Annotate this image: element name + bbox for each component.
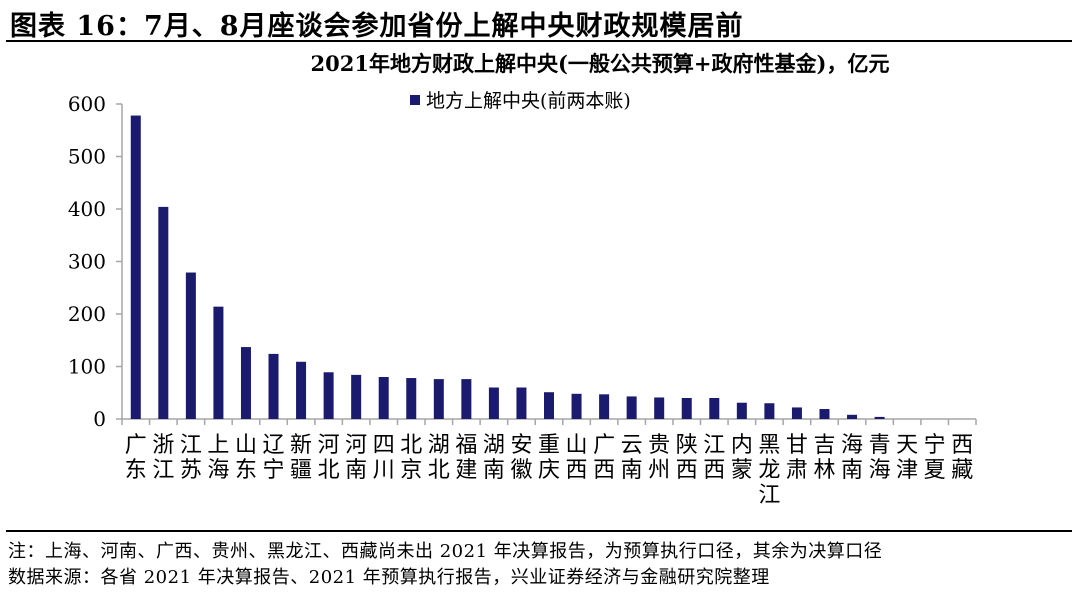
x-tick-label: 上海 [207,433,229,483]
x-tick-label: 北京 [400,433,422,483]
x-tick-label: 江西 [703,433,725,483]
x-tick-label: 青海 [869,433,891,483]
legend-swatch [410,95,420,105]
footnote: 注：上海、河南、广西、贵州、黑龙江、西藏尚未出 2021 年决算报告，为预算执行… [8,541,883,562]
x-tick-label: 陕西 [676,433,698,483]
bar [736,402,747,419]
bar [874,416,885,419]
y-axis: 0 100 200 300 400 500 600 [68,92,123,431]
bar [544,392,554,419]
bar [185,272,196,419]
bars-group [130,115,885,420]
bar [378,377,389,419]
bar [240,347,251,419]
x-tick-label: 西藏 [951,433,973,483]
x-tick-label: 云南 [621,433,643,483]
x-tick-label: 内蒙 [731,433,753,483]
bar [461,379,472,419]
x-tick-label: 江苏 [180,433,202,483]
bar [323,372,334,419]
bar [599,394,610,419]
bar [819,409,830,419]
x-tick-label: 四川 [373,433,395,483]
x-tick-label: 天津 [896,433,918,483]
bar [681,398,692,419]
bar [791,407,802,419]
bar [406,378,417,419]
legend-label: 地方上解中央(前两本账) [426,90,631,112]
x-tick-label: 广东 [125,433,147,483]
x-tick-labels: 广东浙江江苏上海山东辽宁新疆河北河南四川北京湖北福建湖南安徽重庆山西广西云南贵州… [125,433,973,508]
x-tick-label: 贵州 [648,433,670,483]
y-tick-label: 500 [68,145,106,169]
bar [626,396,637,419]
bar [571,393,582,419]
bar [709,398,720,419]
bar [764,403,775,419]
bar [488,387,499,419]
x-tick-label: 湖北 [428,433,450,483]
x-axis [121,418,977,425]
bottom-rule [6,530,1072,532]
x-tick-label: 广西 [593,433,615,483]
figure-title: 图表 16：7月、8月座谈会参加省份上解中央财政规模居前 [10,11,744,42]
bar [516,387,527,419]
y-tick-label: 200 [68,302,106,326]
x-tick-label: 辽宁 [263,433,285,483]
x-tick-label: 河北 [318,433,340,483]
x-tick-label: 新疆 [290,433,312,483]
x-tick-label: 福建 [455,433,477,483]
x-tick-label: 河南 [345,433,367,483]
bar [130,115,141,420]
y-tick-label: 0 [93,407,106,431]
legend: 地方上解中央(前两本账) [410,90,631,112]
top-rule [6,40,1072,42]
x-tick-label: 山东 [235,433,257,483]
bar-chart: 0 100 200 300 400 500 600 广东浙江江苏上海山东辽宁新疆河北河南四川… [68,90,977,508]
y-tick-label: 600 [68,92,106,116]
bar [847,414,858,419]
x-tick-label: 海南 [841,433,863,483]
x-tick-label: 重庆 [538,433,560,483]
y-tick-label: 400 [68,197,106,221]
bar [213,306,224,419]
x-tick-label: 山西 [566,433,588,483]
x-tick-label: 黑龙江 [758,433,780,508]
bar [296,361,307,419]
y-tick-label: 100 [68,355,106,379]
x-tick-label: 吉林 [813,433,835,483]
y-tick-label: 300 [68,250,106,274]
bar [433,379,444,419]
bar [351,374,362,419]
x-tick-label: 浙江 [152,433,174,483]
x-tick-label: 安徽 [510,433,532,483]
chart-title: 2021年地方财政上解中央(一般公共预算+政府性基金)，亿元 [310,51,890,76]
source-note: 数据来源：各省 2021 年决算报告、2021 年预算执行报告，兴业证券经济与金… [8,567,770,588]
bar [158,206,169,419]
x-tick-label: 湖南 [483,433,505,483]
bar [268,353,279,419]
bar [654,397,665,419]
x-tick-label: 甘肃 [786,433,808,483]
x-tick-label: 宁夏 [924,433,946,483]
